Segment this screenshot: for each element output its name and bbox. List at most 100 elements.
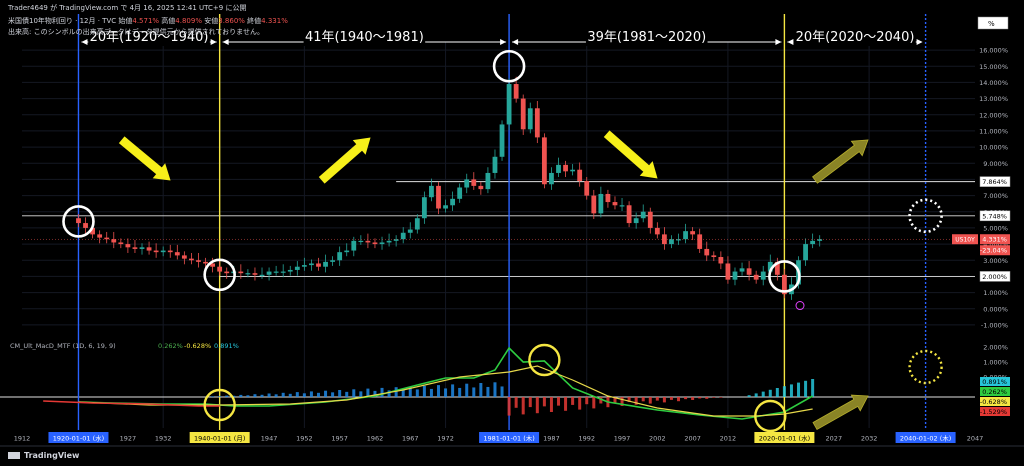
candle-body bbox=[97, 234, 103, 238]
low-label: 安値 bbox=[204, 17, 219, 25]
histogram-bar bbox=[549, 397, 553, 412]
period-arrow-head-right bbox=[500, 39, 507, 45]
candle-body bbox=[386, 240, 392, 243]
candle-body bbox=[549, 172, 554, 185]
trend-arrows bbox=[118, 130, 869, 431]
histogram-bar bbox=[571, 397, 575, 405]
histogram-bar bbox=[345, 391, 349, 397]
histogram-bar bbox=[324, 390, 328, 397]
histogram-bar bbox=[578, 397, 582, 410]
histogram-bar bbox=[775, 388, 779, 397]
time-axis-label: 1932 bbox=[155, 435, 172, 443]
histogram-bar bbox=[281, 392, 285, 397]
candle-body bbox=[266, 271, 272, 275]
time-axis-label: 2032 bbox=[861, 435, 878, 443]
period-arrow-head-left bbox=[222, 39, 229, 45]
histogram-bar bbox=[422, 385, 426, 397]
candle-body bbox=[584, 181, 590, 196]
candle-body bbox=[817, 239, 823, 241]
histogram-bar bbox=[479, 383, 483, 397]
candle-body bbox=[153, 250, 159, 253]
histogram-bar bbox=[627, 397, 631, 403]
histogram-bar bbox=[705, 397, 709, 399]
histogram-bar bbox=[768, 389, 772, 397]
histogram-bar bbox=[232, 395, 236, 397]
candle-body bbox=[83, 223, 88, 228]
indicator-axis-label: 1.000% bbox=[983, 359, 1008, 367]
candle-body bbox=[577, 169, 583, 182]
price-axis-label: 1.000% bbox=[983, 289, 1008, 297]
period-label-bg bbox=[88, 30, 210, 46]
turning-point-circle bbox=[492, 49, 526, 83]
candle-body bbox=[436, 185, 441, 209]
histogram-bar bbox=[401, 389, 405, 397]
time-axis-label: 2002 bbox=[649, 435, 666, 443]
turning-point-circle bbox=[768, 260, 801, 293]
histogram-bar bbox=[648, 397, 652, 404]
histogram-bar bbox=[789, 384, 793, 397]
time-axis-marker-tag bbox=[754, 432, 815, 443]
symbol-tag bbox=[952, 234, 978, 245]
alert-marker-icon bbox=[795, 301, 805, 311]
candle-body bbox=[746, 268, 752, 275]
histogram-bar bbox=[698, 397, 702, 399]
histogram-bar bbox=[564, 397, 568, 411]
histogram-bar bbox=[669, 397, 673, 400]
histogram-bar bbox=[585, 397, 589, 405]
histogram-bar bbox=[211, 396, 215, 397]
histogram-bar bbox=[528, 397, 532, 408]
histogram-bar bbox=[592, 397, 596, 409]
histogram-bar bbox=[712, 397, 716, 398]
histogram-bar bbox=[465, 383, 469, 397]
indicator-future-circle bbox=[908, 349, 943, 385]
histogram-bar bbox=[472, 387, 476, 397]
candle-body bbox=[619, 205, 625, 207]
indicator-tag-label: 0.262% bbox=[982, 388, 1007, 396]
histogram-bar bbox=[359, 391, 363, 397]
candle-body bbox=[330, 260, 336, 262]
candle-body bbox=[647, 211, 653, 228]
last-value-tag bbox=[980, 234, 1010, 245]
candle-body bbox=[718, 257, 724, 264]
period-label-bg bbox=[303, 30, 426, 46]
histogram-bar bbox=[316, 392, 320, 397]
close-label: 終値 bbox=[247, 17, 262, 25]
candles bbox=[76, 76, 823, 300]
candle-body bbox=[132, 247, 138, 249]
candle-body bbox=[146, 247, 152, 251]
candle-body bbox=[513, 84, 519, 99]
candle-body bbox=[196, 260, 201, 262]
candle-body bbox=[76, 218, 81, 224]
histogram-bar bbox=[225, 395, 229, 397]
candle-body bbox=[393, 239, 399, 241]
histogram-bar bbox=[239, 394, 243, 397]
histogram-bar bbox=[493, 382, 497, 397]
histogram-bar bbox=[754, 393, 758, 397]
candle-body bbox=[111, 239, 117, 243]
histogram-bar bbox=[691, 397, 695, 400]
histogram-bar bbox=[394, 387, 398, 397]
price-axis-label: 3.000% bbox=[983, 257, 1008, 265]
horizontal-level-tag bbox=[979, 210, 1011, 222]
tradingview-footer: TradingView bbox=[8, 451, 79, 460]
candle-body bbox=[90, 227, 95, 235]
time-axis-label: 1952 bbox=[296, 435, 313, 443]
histogram-bar bbox=[719, 397, 723, 398]
time-axis-label: 1912 bbox=[14, 435, 31, 443]
price-axis-label: 7.000% bbox=[983, 192, 1008, 200]
candle-body bbox=[203, 261, 208, 264]
price-axis-label: 5.000% bbox=[983, 224, 1008, 232]
price-axis-label: 13.000% bbox=[979, 95, 1008, 103]
period-arrow-head-left bbox=[81, 39, 88, 45]
candle-body bbox=[485, 172, 491, 190]
candle-body bbox=[520, 98, 526, 130]
percent-button[interactable] bbox=[977, 16, 1009, 30]
histogram-bar bbox=[274, 394, 278, 397]
time-axis: 1912 1920-01-01 (水) 1927 1932 1940-01-01 (月)… bbox=[14, 432, 983, 443]
candle-body bbox=[810, 240, 816, 245]
histogram-bar bbox=[620, 397, 624, 406]
candle-body bbox=[238, 271, 244, 274]
candle-body bbox=[139, 247, 145, 249]
candle-body bbox=[492, 156, 498, 173]
